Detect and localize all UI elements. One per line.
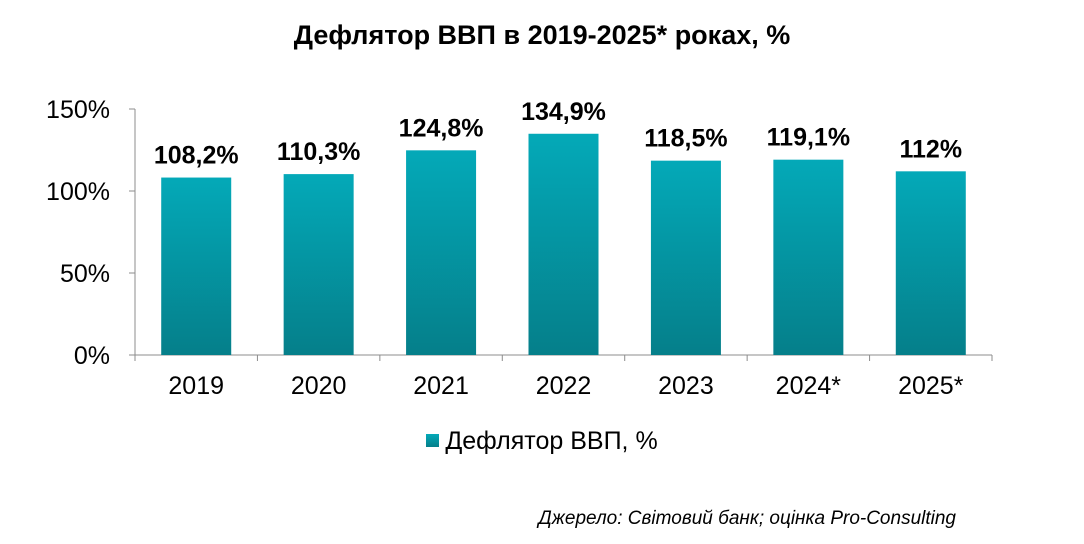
bar [528,133,599,355]
data-label: 134,9% [521,98,606,126]
bar [773,159,844,355]
data-label: 112% [900,135,963,163]
legend-label: Дефлятор ВВП, % [445,427,658,455]
x-tick-label: 2019 [168,372,224,400]
y-tick-label: 0% [74,342,110,370]
y-tick-label: 150% [46,96,110,124]
x-tick-label: 2023 [658,372,714,400]
bar [406,150,477,355]
bar [895,171,966,355]
data-label: 119,1% [767,124,850,152]
legend-swatch [426,434,440,447]
x-tick-label: 2025* [898,372,964,400]
chart-title: Дефлятор ВВП в 2019-2025* роках, % [293,20,791,50]
y-tick-label: 50% [60,260,110,288]
x-tick-label: 2024* [776,372,842,400]
legend: Дефлятор ВВП, % [0,427,1084,456]
source-note: Джерело: Світовий банк; оцінка Pro-Consu… [538,508,956,529]
x-tick-label: 2021 [413,372,469,400]
data-label: 110,3% [277,138,360,166]
x-tick-label: 2020 [291,372,347,400]
data-label: 124,8% [399,114,484,142]
data-label: 118,5% [644,125,727,153]
bar [283,174,354,355]
bar [161,177,232,355]
y-tick-label: 100% [46,178,110,206]
x-tick-label: 2022 [536,372,592,400]
data-label: 108,2% [154,142,239,170]
bar [650,160,721,355]
